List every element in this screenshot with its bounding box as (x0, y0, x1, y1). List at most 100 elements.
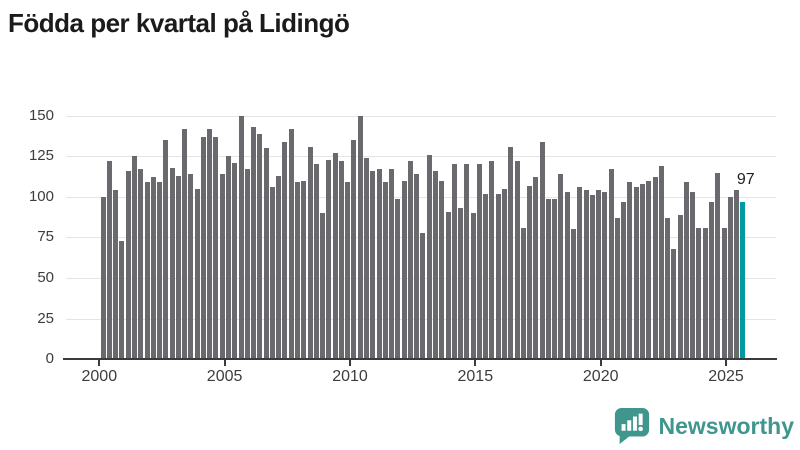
bar-2021Q1 (627, 182, 633, 359)
bar-2009Q4 (345, 182, 351, 359)
bar-2003Q2 (182, 128, 188, 359)
bar-2013Q3 (439, 180, 445, 359)
newsworthy-logo: Newsworthy (613, 406, 794, 446)
y-tick-label-75: 75 (37, 228, 54, 246)
bar-2010Q3 (364, 158, 369, 359)
bar-2023Q4 (696, 227, 702, 359)
bar-2019Q2 (583, 190, 589, 359)
bar-2020Q4 (621, 201, 627, 359)
bar-2019Q4 (596, 190, 602, 359)
bar-2023Q1 (677, 214, 683, 359)
bar-2018Q4 (570, 229, 576, 359)
bar-2022Q1 (652, 177, 658, 359)
bar-2006Q3 (263, 148, 269, 359)
y-tick-label-0: 0 (45, 350, 54, 367)
bar-2002Q2 (157, 182, 163, 359)
bar-2009Q1 (326, 159, 332, 359)
bar-2007Q1 (276, 175, 282, 359)
bar-2016Q2 (508, 146, 514, 359)
bar-2021Q3 (639, 183, 645, 359)
bar-2009Q3 (338, 161, 344, 359)
bar-2004Q4 (219, 174, 225, 359)
bar-2008Q4 (320, 213, 326, 359)
bar-2012Q4 (420, 232, 426, 359)
chart-title: Födda per kvartal på Lidingö (8, 8, 350, 38)
bar-2001Q1 (125, 170, 131, 359)
y-tick-label-25: 25 (37, 309, 54, 327)
bar-2024Q4 (721, 227, 727, 359)
bar-2000Q1 (100, 196, 106, 359)
bar-2020Q2 (608, 169, 614, 359)
bar-2017Q2 (533, 177, 539, 359)
x-tick-label-2000: 2000 (81, 368, 118, 385)
gridline-y-100 (66, 196, 776, 198)
bar-2018Q2 (558, 174, 564, 359)
gridline-y-150 (66, 115, 776, 117)
bar-2006Q2 (257, 133, 263, 359)
x-tick-label-2025: 2025 (708, 368, 744, 385)
bar-2025Q2 (734, 190, 740, 359)
bar-2015Q3 (489, 161, 495, 359)
bar-2022Q4 (671, 248, 677, 359)
bar-2025Q3 (740, 201, 746, 359)
bar-2019Q1 (577, 187, 583, 359)
bar-2022Q3 (665, 217, 671, 359)
bar-2019Q3 (589, 195, 595, 359)
bar-2013Q1 (426, 154, 432, 359)
x-tick-2015 (474, 360, 477, 366)
bar-2011Q1 (376, 169, 382, 359)
bar-2011Q3 (389, 169, 395, 359)
bar-2003Q4 (194, 188, 200, 359)
newsworthy-speech-bubble-chart-icon (614, 407, 649, 445)
bar-2006Q4 (269, 187, 275, 359)
bar-2000Q4 (119, 240, 125, 359)
bar-2006Q1 (251, 127, 257, 359)
bar-2007Q3 (288, 128, 294, 359)
x-axis-line (63, 358, 777, 360)
bar-2000Q2 (106, 161, 112, 359)
bar-2015Q1 (476, 164, 482, 359)
bar-2013Q2 (433, 170, 438, 359)
y-tick-label-100: 100 (28, 187, 54, 205)
bar-2001Q3 (138, 169, 144, 359)
bar-2017Q1 (527, 185, 533, 359)
x-tick-label-2020: 2020 (582, 368, 619, 385)
bar-2005Q2 (232, 162, 238, 359)
bar-2007Q4 (295, 182, 301, 359)
x-tick-2005 (223, 360, 226, 366)
bar-2024Q1 (702, 227, 708, 359)
bar-2020Q1 (602, 192, 608, 359)
bar-2003Q3 (188, 174, 194, 359)
bar-2013Q4 (445, 211, 451, 359)
bar-2024Q3 (715, 172, 721, 359)
bar-2004Q1 (200, 136, 206, 359)
bar-2005Q1 (226, 156, 232, 359)
bar-2016Q1 (501, 188, 507, 359)
bar-2018Q3 (564, 192, 570, 359)
bar-2022Q2 (658, 166, 664, 359)
bar-2014Q4 (470, 213, 476, 359)
bar-2015Q2 (483, 193, 489, 359)
bar-2007Q2 (282, 141, 288, 359)
bar-2014Q1 (451, 164, 457, 359)
bar-2024Q2 (708, 201, 714, 359)
x-tick-2020 (599, 360, 602, 366)
bar-2016Q4 (520, 227, 526, 359)
newsworthy-wordmark: Newsworthy (658, 412, 794, 439)
bar-2010Q1 (351, 140, 357, 359)
bar-2012Q3 (414, 174, 420, 359)
bar-2008Q1 (301, 180, 307, 359)
bar-2004Q2 (207, 128, 213, 359)
x-tick-2000 (98, 360, 101, 366)
x-tick-label-2010: 2010 (332, 368, 368, 385)
bar-2014Q3 (464, 164, 470, 359)
bar-2003Q1 (175, 175, 181, 359)
bar-2017Q3 (539, 141, 545, 359)
bar-2021Q2 (633, 187, 639, 359)
x-tick-2025 (725, 360, 727, 366)
bar-2005Q4 (244, 169, 250, 359)
bar-2012Q1 (401, 180, 407, 359)
bar-2023Q2 (683, 182, 689, 359)
y-tick-label-125: 125 (28, 147, 54, 165)
